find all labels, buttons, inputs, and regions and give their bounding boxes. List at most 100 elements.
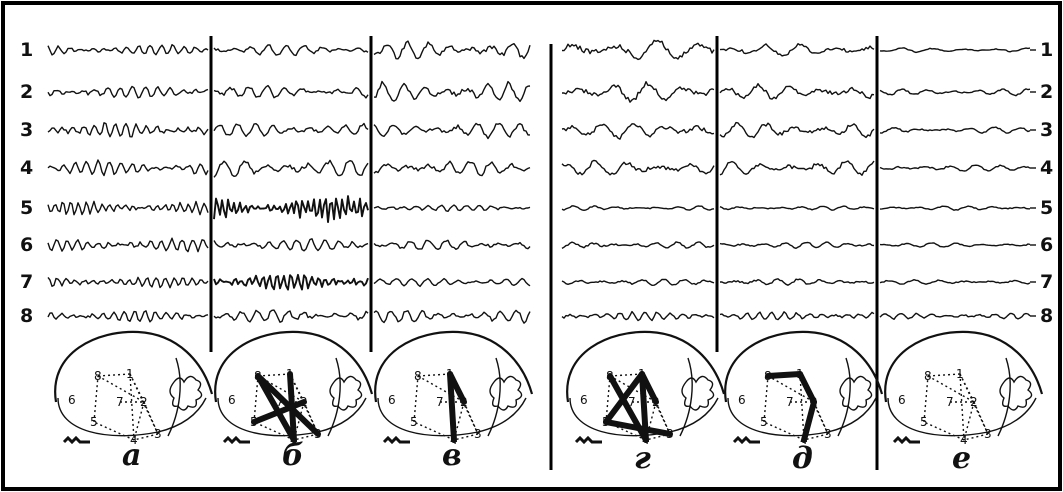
- eeg-trace: [213, 159, 369, 178]
- brain-outline: [887, 397, 1037, 437]
- eeg-trace: [213, 44, 369, 57]
- panel-dividers: [209, 36, 879, 470]
- connection-dotted: [609, 373, 643, 377]
- connection-dotted: [963, 433, 989, 441]
- brain-node-label: 3: [824, 427, 832, 441]
- eeg-trace: [47, 122, 209, 138]
- cerebellum-icon: [169, 375, 203, 411]
- connection-dotted: [927, 373, 961, 377]
- channel-label-right: 4: [1040, 157, 1053, 179]
- brain-node-label: 2: [652, 395, 660, 409]
- brain-node-label: 2: [300, 395, 308, 409]
- eeg-trace: [719, 205, 875, 211]
- brain-node-label: 1: [638, 367, 646, 381]
- brain-node-label: 5: [920, 415, 928, 429]
- connection-dotted: [93, 421, 135, 441]
- connection-dotted: [413, 421, 455, 441]
- eeg-trace: [719, 83, 875, 100]
- eeg-trace: [373, 204, 531, 212]
- eeg-trace: [879, 242, 1031, 248]
- brain-outline: [217, 397, 367, 437]
- connection-dotted: [923, 421, 965, 441]
- brain-node-label: 8: [94, 369, 102, 383]
- brain-node-label: 8: [606, 369, 614, 383]
- brain-fissure: [167, 357, 181, 437]
- connection-dotted: [293, 401, 305, 441]
- eeg-trace: [213, 309, 369, 323]
- panel-letter: в: [442, 438, 462, 473]
- connection-dotted: [129, 373, 159, 435]
- connection-heavy: [447, 371, 457, 443]
- eeg-trace: [47, 237, 209, 253]
- connection-dotted: [257, 375, 305, 403]
- channel-label-right: 5: [1040, 197, 1053, 219]
- eeg-trace: [719, 160, 875, 176]
- brain-node-label: 2: [140, 395, 148, 409]
- channel-label-left: 8: [20, 305, 33, 327]
- connection-dotted: [289, 373, 319, 435]
- skull-outline: [724, 330, 884, 403]
- eeg-trace: [719, 311, 875, 321]
- connection-dotted: [417, 373, 451, 377]
- channel-label-left: 6: [20, 234, 33, 256]
- scale-squiggle-icon: [222, 435, 250, 445]
- brain-node-label: 4: [290, 433, 298, 447]
- brain-node-label: 1: [286, 367, 294, 381]
- connection-dotted: [803, 433, 829, 441]
- brain-fissure: [327, 357, 341, 437]
- right-channel-labels: 1 2 3 4 5 6 7 8: [1040, 39, 1053, 327]
- eeg-trace: [879, 126, 1031, 134]
- eeg-trace: [719, 121, 875, 139]
- panel-letter: е: [952, 441, 971, 476]
- brain-node-label: 6: [580, 393, 588, 407]
- scale-squiggle-icon: [574, 435, 602, 445]
- eeg-trace: [47, 276, 209, 289]
- connection-dotted: [303, 401, 319, 435]
- connection-dotted: [655, 401, 671, 435]
- eeg-trace: [213, 122, 369, 138]
- connection-heavy: [255, 373, 297, 443]
- brain-node-label: 5: [410, 415, 418, 429]
- brain-node-label: 8: [924, 369, 932, 383]
- connection-heavy: [251, 399, 307, 425]
- connection-dotted: [927, 375, 975, 403]
- scale-squiggle-icon: [892, 435, 920, 445]
- eeg-trace: [373, 122, 530, 140]
- brain-node-label: 4: [130, 433, 138, 447]
- panel-labels: а б в г д е: [122, 438, 971, 476]
- eeg-trace: [561, 205, 715, 211]
- brain-node-label: 3: [314, 427, 322, 441]
- eeg-trace: [47, 159, 209, 177]
- eeg-trace: [373, 277, 531, 288]
- brain-node-label: 6: [898, 393, 906, 407]
- cerebellum-icon: [489, 375, 523, 411]
- brain-node-label: 7: [276, 395, 284, 409]
- eeg-trace: [47, 85, 209, 99]
- eeg-traces: [47, 39, 1036, 324]
- brain-node-label: 7: [628, 395, 636, 409]
- brain-node-label: 5: [250, 415, 258, 429]
- brain-node-label: 3: [154, 427, 162, 441]
- cerebellum-icon: [999, 375, 1033, 411]
- eeg-trace: [373, 40, 531, 60]
- brain-node-label: 2: [460, 395, 468, 409]
- connection-dotted: [133, 433, 159, 441]
- eeg-trace: [562, 81, 715, 103]
- channel-label-right: 7: [1040, 271, 1053, 293]
- connection-dotted: [959, 373, 989, 435]
- connection-heavy: [797, 371, 817, 405]
- brain-node-label: 1: [796, 367, 804, 381]
- connection-dotted: [767, 375, 815, 403]
- eeg-trace: [561, 123, 715, 140]
- scale-squiggle-icon: [382, 435, 410, 445]
- connection-dotted: [973, 401, 989, 435]
- channel-label-left: 5: [20, 197, 33, 219]
- brain-node-label: 7: [436, 395, 444, 409]
- channel-label-right: 3: [1040, 119, 1053, 141]
